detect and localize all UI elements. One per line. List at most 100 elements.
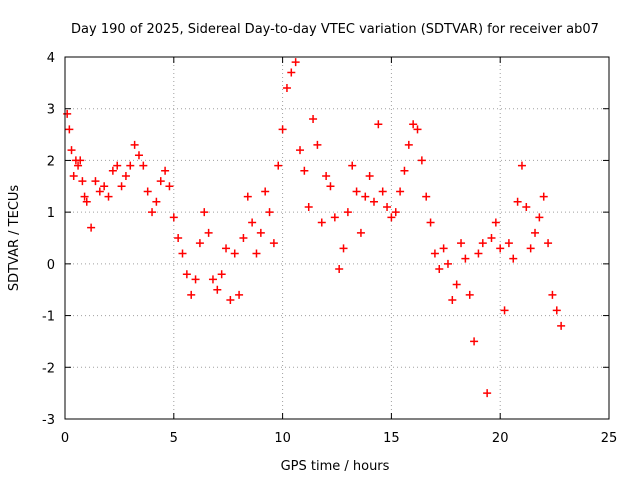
- data-point: [348, 161, 357, 170]
- data-point: [552, 306, 561, 315]
- data-point: [356, 228, 365, 237]
- data-point: [143, 187, 152, 196]
- data-point: [426, 218, 435, 227]
- data-point: [522, 202, 531, 211]
- data-point: [461, 254, 470, 263]
- data-point: [108, 166, 117, 175]
- x-tick-label: 10: [274, 431, 291, 446]
- data-point: [548, 290, 557, 299]
- data-point: [239, 234, 248, 242]
- data-point: [465, 290, 474, 299]
- data-point: [517, 161, 526, 170]
- y-axis-label: SDTVAR / TECUs: [7, 185, 22, 292]
- data-point: [313, 140, 322, 149]
- data-point: [352, 187, 361, 196]
- data-point: [448, 296, 457, 305]
- data-point: [95, 187, 104, 196]
- y-tick-label: -2: [42, 361, 55, 376]
- data-point: [67, 146, 76, 155]
- data-point: [509, 254, 518, 263]
- data-point: [443, 259, 452, 268]
- data-point: [317, 218, 326, 227]
- data-point: [208, 275, 217, 284]
- plot-frame: [64, 56, 610, 420]
- data-point: [391, 208, 400, 217]
- data-point: [491, 218, 500, 227]
- data-point: [378, 187, 387, 196]
- x-tick-label: 15: [383, 431, 400, 446]
- data-point: [80, 192, 89, 201]
- data-point: [557, 321, 566, 330]
- data-point: [457, 239, 466, 248]
- data-point: [343, 208, 352, 217]
- data-point: [400, 166, 409, 175]
- data-point: [478, 239, 487, 248]
- data-point: [369, 197, 378, 206]
- data-point: [148, 208, 157, 217]
- data-point: [287, 68, 296, 77]
- data-point: [121, 171, 130, 180]
- data-point: [76, 156, 85, 165]
- data-point: [413, 125, 422, 134]
- data-point: [165, 182, 174, 191]
- series-sdtvar: [63, 58, 566, 398]
- y-tick-label: 1: [47, 206, 55, 221]
- data-point: [174, 234, 183, 242]
- data-point: [230, 249, 239, 258]
- data-point: [470, 337, 479, 346]
- data-point: [243, 192, 252, 201]
- data-point: [104, 192, 113, 201]
- data-point: [269, 239, 278, 248]
- chart-title: Day 190 of 2025, Sidereal Day-to-day VTE…: [71, 22, 599, 37]
- data-point: [191, 275, 200, 284]
- data-point: [296, 146, 305, 155]
- x-tick-label: 5: [170, 431, 178, 446]
- data-point: [204, 228, 213, 237]
- data-point: [100, 182, 109, 191]
- data-point: [452, 280, 461, 289]
- data-point: [483, 389, 492, 398]
- data-point: [439, 244, 448, 253]
- data-point: [430, 249, 439, 258]
- data-point: [65, 125, 74, 134]
- data-point: [235, 290, 244, 299]
- data-point: [195, 239, 204, 248]
- y-tick-label: 3: [47, 103, 55, 118]
- x-tick-label: 20: [492, 431, 509, 446]
- data-point: [117, 182, 126, 191]
- data-point: [248, 218, 257, 227]
- data-point: [265, 208, 274, 217]
- x-axis-label: GPS time / hours: [281, 459, 390, 474]
- data-point: [130, 140, 139, 149]
- y-tick-label: 0: [47, 258, 55, 273]
- data-point: [113, 161, 122, 170]
- data-point: [500, 306, 509, 315]
- data-point: [222, 244, 231, 253]
- data-point: [435, 265, 444, 274]
- data-point: [139, 161, 148, 170]
- data-point: [74, 161, 83, 170]
- data-point: [200, 208, 209, 217]
- data-point: [309, 115, 318, 124]
- y-tick-label: -1: [42, 310, 55, 325]
- data-point: [82, 197, 91, 206]
- data-point: [365, 171, 374, 180]
- data-point: [300, 166, 309, 175]
- data-point: [539, 192, 548, 201]
- data-point: [322, 171, 331, 180]
- data-point: [274, 161, 283, 170]
- data-point: [178, 249, 187, 258]
- data-point: [383, 202, 392, 211]
- data-point: [69, 171, 78, 180]
- data-point: [513, 197, 522, 206]
- data-point: [396, 187, 405, 196]
- data-point: [409, 120, 418, 129]
- data-point: [182, 270, 191, 279]
- data-point: [531, 228, 540, 237]
- data-point: [474, 249, 483, 258]
- data-point: [282, 84, 291, 93]
- data-point: [361, 192, 370, 201]
- data-point: [187, 290, 196, 299]
- y-tick-label: 2: [47, 154, 55, 169]
